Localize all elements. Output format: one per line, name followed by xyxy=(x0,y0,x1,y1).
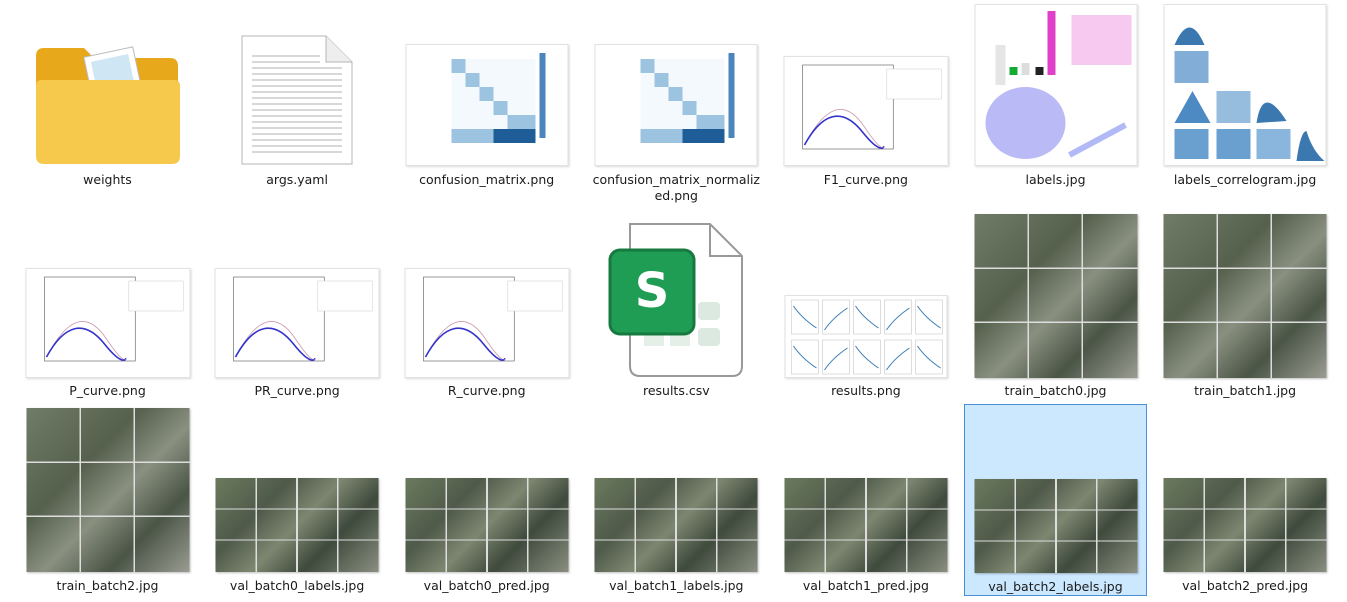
svg-text:S: S xyxy=(635,263,670,319)
file-name: args.yaml xyxy=(266,172,328,187)
file-item[interactable]: confusion_matrix.png xyxy=(395,0,578,205)
file-item[interactable]: PR_curve.png xyxy=(206,212,389,417)
file-name: confusion_matrix.png xyxy=(419,172,555,187)
thumbnail xyxy=(214,268,380,378)
file-name: val_batch2_labels.jpg xyxy=(988,579,1123,594)
file-name: PR_curve.png xyxy=(254,383,340,398)
file-name: val_batch0_pred.jpg xyxy=(423,578,550,593)
file-name: labels.jpg xyxy=(1025,172,1086,187)
thumbnail xyxy=(783,56,949,166)
file-item[interactable]: train_batch2.jpg xyxy=(16,404,199,596)
file-name: val_batch1_pred.jpg xyxy=(802,578,929,593)
file-name: results.png xyxy=(831,383,901,398)
file-name: train_batch2.jpg xyxy=(56,578,159,593)
thumbnail xyxy=(1163,4,1327,166)
file-item[interactable]: labels_correlogram.jpg xyxy=(1154,0,1337,205)
file-name: F1_curve.png xyxy=(823,172,908,187)
thumbnail: S xyxy=(608,222,744,378)
file-name: val_batch0_labels.jpg xyxy=(229,578,365,593)
thumbnail xyxy=(215,478,379,572)
file-item[interactable]: results.png xyxy=(774,212,957,417)
thumbnail xyxy=(25,268,190,378)
file-item[interactable]: val_batch0_labels.jpg xyxy=(206,404,389,596)
thumbnail xyxy=(784,295,948,378)
thumbnail xyxy=(1163,478,1327,572)
file-name: weights xyxy=(83,172,132,187)
thumbnail xyxy=(405,44,569,166)
file-item[interactable]: val_batch1_pred.jpg xyxy=(774,404,957,596)
file-item[interactable]: val_batch2_pred.jpg xyxy=(1154,404,1337,596)
thumbnail xyxy=(974,479,1137,573)
file-item[interactable]: args.yaml xyxy=(206,0,389,205)
file-item[interactable]: weights xyxy=(16,0,199,205)
file-item[interactable]: val_batch2_labels.jpg xyxy=(964,404,1147,596)
thumbnail xyxy=(404,268,570,378)
file-item[interactable]: train_batch0.jpg xyxy=(964,212,1147,417)
thumbnail xyxy=(594,478,758,572)
thumbnail xyxy=(405,478,569,572)
file-name: results.csv xyxy=(642,383,710,398)
file-name: confusion_matrix_normalized.png xyxy=(592,172,760,203)
file-item[interactable]: train_batch1.jpg xyxy=(1154,212,1337,417)
file-item[interactable]: P_curve.png xyxy=(16,212,199,417)
file-item[interactable]: F1_curve.png xyxy=(774,0,957,205)
file-name: P_curve.png xyxy=(69,383,146,398)
thumbnail xyxy=(32,44,184,166)
file-name: train_batch1.jpg xyxy=(1194,383,1297,398)
thumbnail xyxy=(974,214,1137,378)
file-item[interactable]: val_batch1_labels.jpg xyxy=(585,404,768,596)
thumbnail xyxy=(240,34,354,166)
thumbnail xyxy=(26,408,189,572)
thumbnail xyxy=(1163,214,1327,378)
file-name: val_batch2_pred.jpg xyxy=(1182,578,1309,593)
file-name: labels_correlogram.jpg xyxy=(1173,172,1317,187)
thumbnail xyxy=(784,478,948,572)
thumbnail xyxy=(974,4,1137,166)
file-item[interactable]: confusion_matrix_normalized.png xyxy=(585,0,768,205)
thumbnail xyxy=(594,44,758,166)
file-name: R_curve.png xyxy=(447,383,526,398)
file-name: train_batch0.jpg xyxy=(1004,383,1107,398)
file-item[interactable]: R_curve.png xyxy=(395,212,578,417)
file-item[interactable]: val_batch0_pred.jpg xyxy=(395,404,578,596)
file-item[interactable]: labels.jpg xyxy=(964,0,1147,205)
file-name: val_batch1_labels.jpg xyxy=(609,578,744,593)
